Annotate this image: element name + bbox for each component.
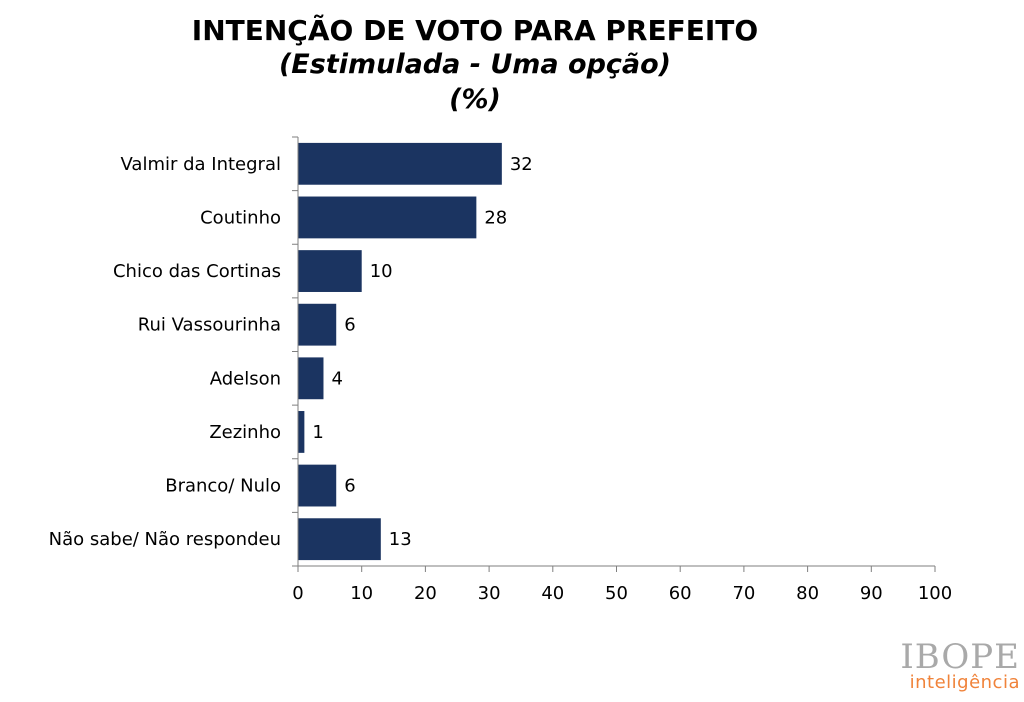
- category-label: Não sabe/ Não respondeu: [49, 529, 281, 550]
- category-label: Zezinho: [209, 422, 281, 443]
- category-label: Branco/ Nulo: [165, 476, 281, 497]
- data-label: 32: [510, 154, 533, 175]
- x-tick-label: 80: [796, 583, 819, 604]
- x-tick-label: 20: [414, 583, 437, 604]
- data-label: 6: [344, 315, 355, 336]
- data-label: 1: [312, 422, 323, 443]
- bar: [298, 411, 305, 453]
- logo-sub-text: inteligência: [909, 672, 1020, 693]
- data-label: 6: [344, 476, 355, 497]
- x-tick-label: 70: [732, 583, 755, 604]
- chart-unit: (%): [449, 84, 501, 115]
- x-tick-label: 90: [860, 583, 883, 604]
- x-tick-label: 0: [292, 583, 303, 604]
- chart-title-block: INTENÇÃO DE VOTO PARA PREFEITO (Estimula…: [0, 14, 950, 118]
- x-tick-label: 10: [350, 583, 373, 604]
- data-label: 4: [331, 368, 342, 389]
- bar: [298, 357, 324, 400]
- x-tick-label: 30: [478, 583, 501, 604]
- data-label: 13: [389, 529, 412, 550]
- data-label: 10: [370, 261, 393, 282]
- category-label: Adelson: [210, 368, 281, 389]
- chart-title: INTENÇÃO DE VOTO PARA PREFEITO: [191, 14, 759, 47]
- logo-main-text: IBOPE: [900, 637, 1020, 677]
- chart-subtitle: (Estimulada - Uma opção): [278, 49, 672, 80]
- x-tick-label: 40: [541, 583, 564, 604]
- bar: [298, 196, 477, 239]
- category-label: Valmir da Integral: [121, 154, 282, 175]
- x-tick-label: 100: [918, 583, 952, 604]
- category-label: Chico das Cortinas: [113, 261, 281, 282]
- bar: [298, 518, 381, 561]
- x-tick-label: 60: [669, 583, 692, 604]
- category-label: Rui Vassourinha: [138, 315, 281, 336]
- bar: [298, 464, 337, 507]
- bar: [298, 250, 362, 292]
- data-label: 28: [484, 207, 507, 228]
- ibope-logo: IBOPE inteligência: [850, 640, 1020, 692]
- category-label: Coutinho: [200, 207, 281, 228]
- bar: [298, 142, 502, 185]
- bar: [298, 303, 337, 346]
- x-tick-label: 50: [605, 583, 628, 604]
